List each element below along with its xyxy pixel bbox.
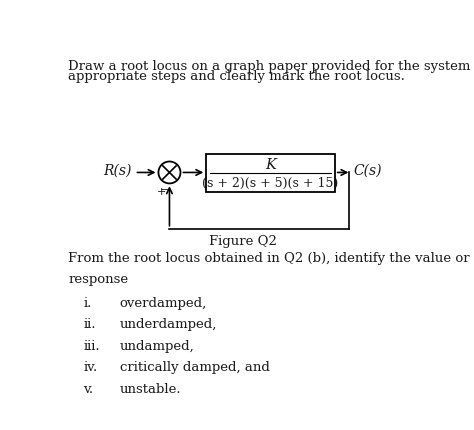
Text: iii.: iii. bbox=[83, 340, 100, 353]
Text: R(s): R(s) bbox=[103, 164, 132, 178]
Text: (s + 2)(s + 5)(s + 15): (s + 2)(s + 5)(s + 15) bbox=[202, 177, 338, 190]
Text: −: − bbox=[160, 185, 170, 195]
Bar bbox=[206, 154, 335, 192]
Text: K: K bbox=[265, 158, 276, 172]
Text: C(s): C(s) bbox=[353, 164, 382, 178]
Text: undamped,: undamped, bbox=[120, 340, 195, 353]
Text: From the root locus obtained in Q2 (b), identify the value or range of: From the root locus obtained in Q2 (b), … bbox=[68, 252, 474, 265]
Text: v.: v. bbox=[83, 383, 93, 396]
Text: critically damped, and: critically damped, and bbox=[120, 361, 270, 374]
Text: ii.: ii. bbox=[83, 318, 96, 331]
Text: response: response bbox=[68, 273, 128, 286]
Text: Draw a root locus on a graph paper provided for the system in Figure Q2. Show th: Draw a root locus on a graph paper provi… bbox=[68, 60, 474, 73]
Text: appropriate steps and clearly mark the root locus.: appropriate steps and clearly mark the r… bbox=[68, 71, 405, 83]
Text: unstable.: unstable. bbox=[120, 383, 182, 396]
Text: Figure Q2: Figure Q2 bbox=[209, 235, 277, 249]
Text: i.: i. bbox=[83, 297, 91, 310]
Text: +: + bbox=[156, 187, 166, 197]
Text: overdamped,: overdamped, bbox=[120, 297, 207, 310]
Text: underdamped,: underdamped, bbox=[120, 318, 217, 331]
Text: iv.: iv. bbox=[83, 361, 97, 374]
